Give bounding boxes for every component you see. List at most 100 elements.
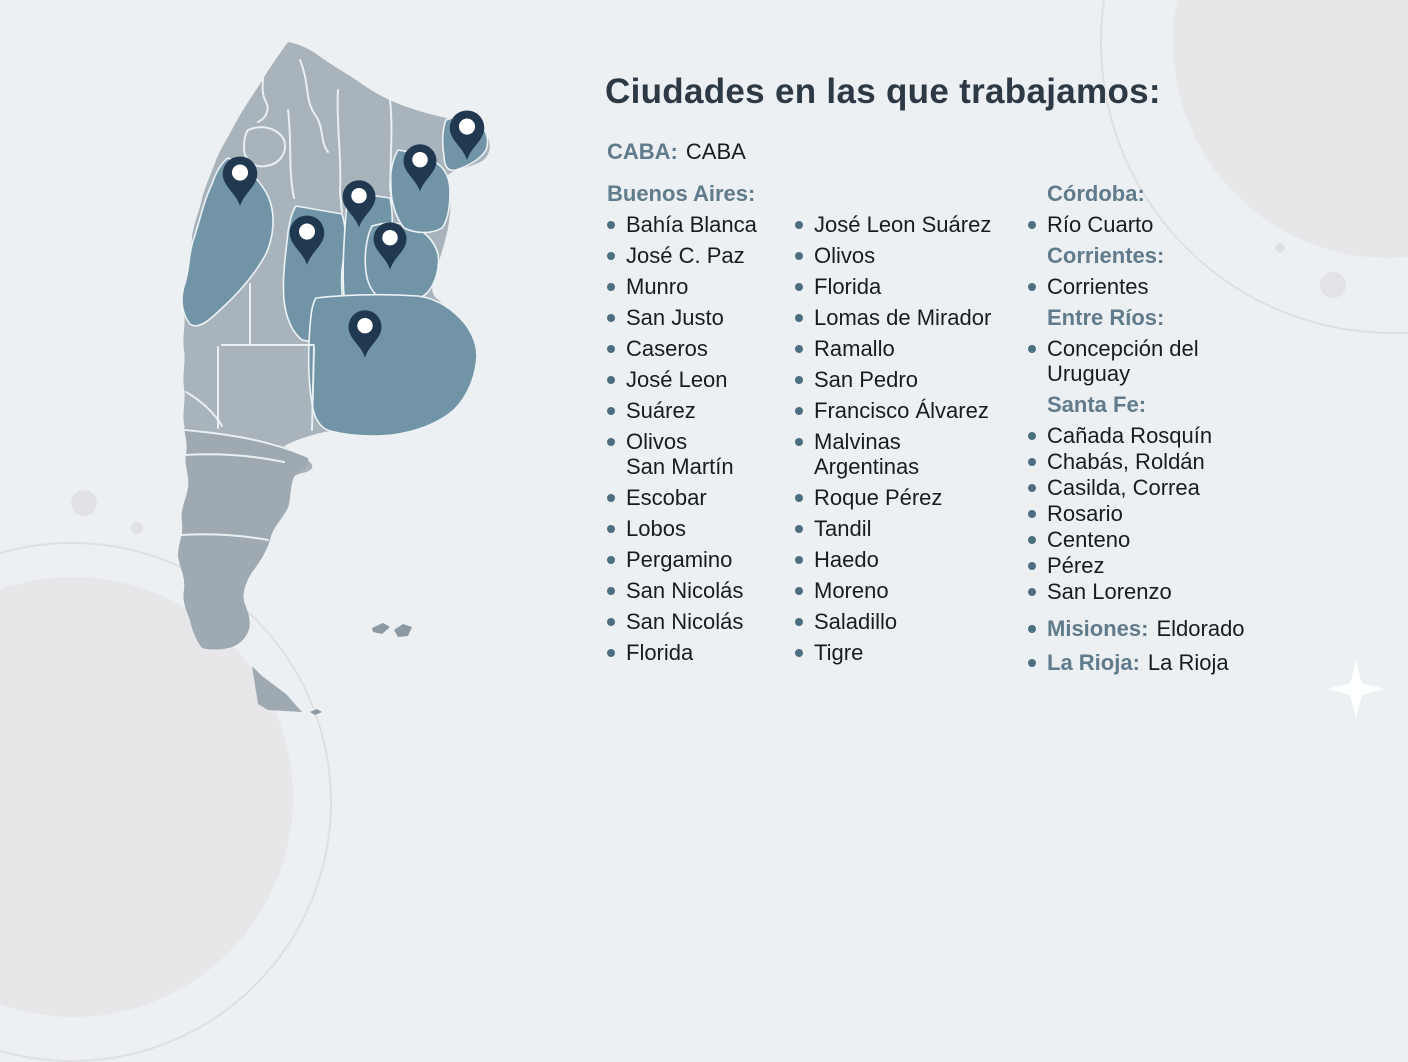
list-item: San Nicolás (607, 609, 793, 634)
map-pin-santa-fe (342, 180, 376, 228)
list-item: Escobar (607, 485, 793, 510)
list-item: José Leon Suárez (795, 212, 1027, 237)
list-item: Roque Pérez (795, 485, 1027, 510)
cordoba-header: Córdoba: (1047, 181, 1145, 206)
list-item: Casilda, Correa (1028, 475, 1288, 500)
buenos-aires-column-1: Buenos Aires: Bahía Blanca José C. Paz M… (607, 181, 793, 671)
bullet-icon (1028, 345, 1036, 353)
list-item: Tigre (795, 640, 1027, 665)
list-item: Corrientes (1028, 274, 1288, 299)
map-pin-la-rioja (222, 156, 258, 206)
list-item: José Leon (607, 367, 793, 392)
list-item: Concepción del Uruguay (1028, 336, 1288, 386)
bullet-icon (1028, 588, 1036, 596)
province-la-rioja (181, 157, 274, 327)
list-item: Francisco Álvarez (795, 398, 1027, 423)
bullet-icon (607, 314, 615, 322)
decorative-dot (1275, 243, 1285, 253)
entre-rios-header: Entre Ríos: (1047, 305, 1165, 330)
bullet-icon (607, 587, 615, 595)
bullet-icon (1028, 510, 1036, 518)
patagonia-region (178, 428, 309, 650)
bullet-icon (607, 494, 615, 502)
list-item: Lobos (607, 516, 793, 541)
list-item: Pérez (1028, 553, 1288, 578)
bullet-icon (607, 221, 615, 229)
list-item: José C. Paz (607, 243, 793, 268)
list-item: Malvinas Argentinas (795, 429, 1027, 479)
map-pin-buenos-aires (348, 310, 382, 358)
buenos-aires-header: Buenos Aires: (607, 181, 756, 206)
buenos-aires-column-2: José Leon Suárez Olivos Florida Lomas de… (795, 212, 1027, 671)
bullet-icon (1028, 458, 1036, 466)
list-item: San Lorenzo (1028, 579, 1288, 604)
list-item: Lomas de Mirador (795, 305, 1027, 330)
bullet-icon (795, 587, 803, 595)
bullet-icon (795, 525, 803, 533)
bullet-icon (1028, 283, 1036, 291)
list-item: Florida (607, 640, 793, 665)
bullet-icon (795, 252, 803, 260)
misiones-label: Misiones: (1047, 616, 1149, 641)
bullet-icon (795, 649, 803, 657)
decorative-dot (1320, 272, 1346, 298)
list-item: Pergamino (607, 547, 793, 572)
bullet-icon (607, 649, 615, 657)
list-item: San Pedro (795, 367, 1027, 392)
bullet-icon (1028, 659, 1036, 667)
sparkle-icon (1327, 660, 1385, 718)
bullet-icon (607, 376, 615, 384)
caba-label: CABA: (607, 139, 678, 164)
bullet-icon (1028, 562, 1036, 570)
map-pin-misiones (449, 110, 485, 160)
misiones-value: Eldorado (1156, 616, 1245, 641)
page-title: Ciudades en las que trabajamos: (605, 72, 1161, 111)
misiones-line: Misiones: Eldorado (1028, 616, 1288, 641)
decorative-dot (131, 522, 143, 534)
santa-fe-header: Santa Fe: (1047, 392, 1147, 417)
list-item: Bahía Blanca (607, 212, 793, 237)
list-item: Olivos San Martín (607, 429, 793, 479)
list-item: San Nicolás (607, 578, 793, 603)
list-item: Saladillo (795, 609, 1027, 634)
bullet-icon (795, 438, 803, 446)
bullet-icon (795, 314, 803, 322)
map-pin-corrientes (403, 144, 437, 192)
list-item: Haedo (795, 547, 1027, 572)
list-item: Olivos (795, 243, 1027, 268)
bullet-icon (1028, 536, 1036, 544)
provinces-column: Córdoba: Río Cuarto Corrientes: Corrient… (1028, 181, 1288, 681)
la-rioja-line: La Rioja: La Rioja (1028, 650, 1288, 675)
list-item: San Justo (607, 305, 793, 330)
bullet-icon (607, 252, 615, 260)
map-pin-cordoba (289, 215, 325, 265)
la-rioja-value: La Rioja (1147, 650, 1229, 675)
list-item: Florida (795, 274, 1027, 299)
list-item: Centeno (1028, 527, 1288, 552)
caba-line: CABA: CABA (607, 139, 746, 164)
caba-value: CABA (685, 139, 746, 164)
list-item: Caseros (607, 336, 793, 361)
list-item: Moreno (795, 578, 1027, 603)
bullet-icon (607, 407, 615, 415)
falkland-islands (372, 623, 390, 634)
province-buenos-aires (307, 293, 478, 437)
falkland-islands (394, 624, 412, 637)
bullet-icon (607, 283, 615, 291)
bullet-icon (795, 221, 803, 229)
tierra-del-fuego (252, 666, 302, 712)
bullet-icon (1028, 625, 1036, 633)
list-item: Munro (607, 274, 793, 299)
bullet-icon (1028, 221, 1036, 229)
map-pin-entre-rios (373, 222, 407, 270)
bullet-icon (795, 376, 803, 384)
bullet-icon (1028, 432, 1036, 440)
bullet-icon (1028, 484, 1036, 492)
bullet-icon (607, 438, 615, 446)
decorative-dot (71, 490, 97, 516)
bullet-icon (607, 345, 615, 353)
list-item: Chabás, Roldán (1028, 449, 1288, 474)
bullet-icon (607, 556, 615, 564)
bullet-icon (795, 283, 803, 291)
